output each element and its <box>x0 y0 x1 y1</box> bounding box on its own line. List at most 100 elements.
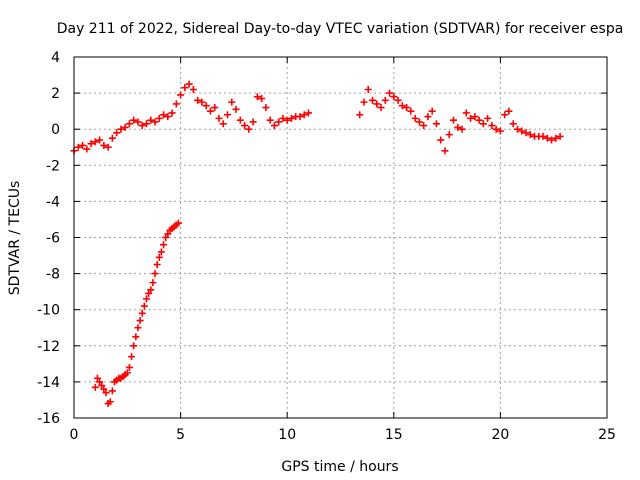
data-point <box>432 120 440 128</box>
y-tick-label: -2 <box>46 158 60 174</box>
data-point <box>492 125 500 133</box>
data-point <box>475 116 483 124</box>
data-point <box>181 84 189 92</box>
data-point <box>168 109 176 117</box>
data-point <box>130 116 138 124</box>
data-point <box>386 89 394 97</box>
data-point <box>479 120 487 128</box>
data-point <box>253 93 261 101</box>
data-point <box>305 109 313 117</box>
grid-layer <box>74 57 607 418</box>
data-point <box>79 141 87 149</box>
data-point <box>462 109 470 117</box>
data-point <box>356 111 364 119</box>
data-point <box>202 102 210 110</box>
x-tick-label: 0 <box>70 427 79 443</box>
data-point <box>151 270 159 278</box>
data-point <box>140 302 148 310</box>
x-tick-label: 10 <box>278 427 296 443</box>
data-point <box>411 114 419 122</box>
data-point <box>522 129 530 137</box>
x-tick-label: 20 <box>491 427 509 443</box>
data-point <box>134 118 142 126</box>
data-point <box>467 114 475 122</box>
data-point <box>484 114 492 122</box>
data-point <box>123 369 131 377</box>
x-tick-label: 25 <box>598 427 616 443</box>
x-tick-label: 5 <box>176 427 185 443</box>
data-point <box>458 125 466 133</box>
data-point <box>228 98 236 106</box>
y-tick-label: 2 <box>51 86 60 102</box>
data-point <box>164 230 172 238</box>
data-point <box>279 114 287 122</box>
data-point <box>245 125 253 133</box>
data-point <box>377 104 385 112</box>
data-point <box>539 132 547 140</box>
data-point <box>74 143 82 151</box>
data-point <box>83 145 91 153</box>
data-point <box>471 113 479 121</box>
data-point <box>437 136 445 144</box>
data-point <box>211 104 219 112</box>
axis-ticks: 0 5 10 15 20 25 -16 -14 -12 -10 -8 -6 -4 -2 0 2 4 <box>37 50 616 443</box>
data-point <box>219 120 227 128</box>
data-point <box>149 279 157 287</box>
data-point <box>215 114 223 122</box>
data-point <box>91 383 99 391</box>
data-point <box>548 136 556 144</box>
data-point <box>128 353 136 361</box>
data-point <box>121 123 129 131</box>
data-point <box>138 309 146 317</box>
data-point <box>100 141 108 149</box>
y-tick-label: -10 <box>37 303 60 319</box>
data-points <box>70 80 564 408</box>
data-point <box>266 116 274 124</box>
x-axis-label: GPS time / hours <box>281 459 398 475</box>
data-point <box>526 131 534 139</box>
data-point <box>104 143 112 151</box>
data-point <box>157 248 165 256</box>
data-point <box>174 219 182 227</box>
data-point <box>270 122 278 130</box>
data-point <box>142 120 150 128</box>
y-tick-label: -14 <box>37 375 60 391</box>
data-point <box>177 91 185 99</box>
data-point <box>224 111 232 119</box>
data-point <box>275 118 283 126</box>
data-point <box>445 131 453 139</box>
data-point <box>441 147 449 155</box>
data-point <box>125 120 133 128</box>
data-point <box>394 96 402 104</box>
data-point <box>449 116 457 124</box>
data-point <box>151 118 159 126</box>
data-point <box>185 80 193 88</box>
data-point <box>403 104 411 112</box>
data-point <box>381 96 389 104</box>
data-point <box>136 317 144 325</box>
data-point <box>164 113 172 121</box>
data-point <box>130 342 138 350</box>
data-point <box>296 113 304 121</box>
x-tick-label: 15 <box>385 427 403 443</box>
data-point <box>415 118 423 126</box>
data-point <box>96 378 104 386</box>
data-point <box>206 107 214 115</box>
data-point <box>155 253 163 261</box>
data-point <box>155 114 163 122</box>
data-point <box>132 333 140 341</box>
data-point <box>543 134 551 142</box>
plot-frame <box>73 56 608 419</box>
data-point <box>496 127 504 135</box>
data-point <box>160 241 168 249</box>
y-tick-label: 4 <box>51 50 60 66</box>
data-point <box>194 96 202 104</box>
data-point <box>300 111 308 119</box>
data-point <box>160 111 168 119</box>
data-point <box>117 125 125 133</box>
data-point <box>93 374 101 382</box>
data-point <box>147 286 155 294</box>
y-tick-label: -8 <box>46 267 60 283</box>
data-point <box>518 127 526 135</box>
